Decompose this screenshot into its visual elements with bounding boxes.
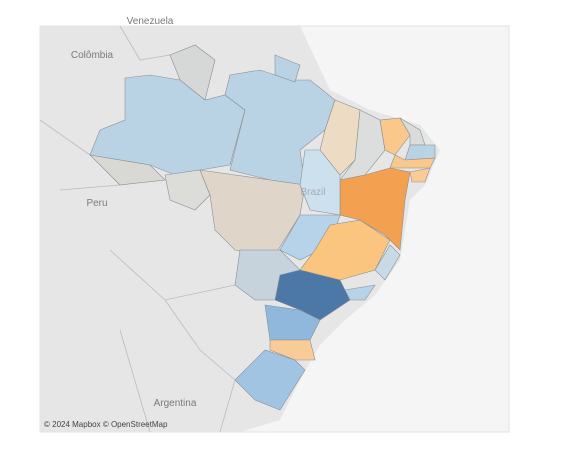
state xyxy=(389,154,436,169)
state xyxy=(89,154,166,186)
state xyxy=(274,54,301,83)
state xyxy=(274,269,351,321)
country-label: Venezuela xyxy=(127,16,174,27)
state xyxy=(264,304,321,341)
state xyxy=(404,144,436,161)
state xyxy=(409,167,431,183)
state xyxy=(339,167,411,251)
state xyxy=(299,219,391,281)
country-label: Argentina xyxy=(154,398,197,409)
state xyxy=(164,169,211,211)
state xyxy=(374,244,401,281)
state xyxy=(269,339,316,361)
country-borders xyxy=(39,25,236,433)
state xyxy=(169,44,216,101)
country-label: Peru xyxy=(86,198,107,209)
state xyxy=(344,284,376,301)
state xyxy=(379,117,411,156)
country-label: Colômbia xyxy=(71,50,114,61)
state xyxy=(234,349,306,411)
labels: Venezuela Colômbia Peru Brazil Argentina… xyxy=(44,16,326,429)
country-label: Brazil xyxy=(300,187,325,198)
attribution: © 2024 Mapbox © OpenStreetMap xyxy=(44,420,168,429)
states xyxy=(89,44,436,411)
